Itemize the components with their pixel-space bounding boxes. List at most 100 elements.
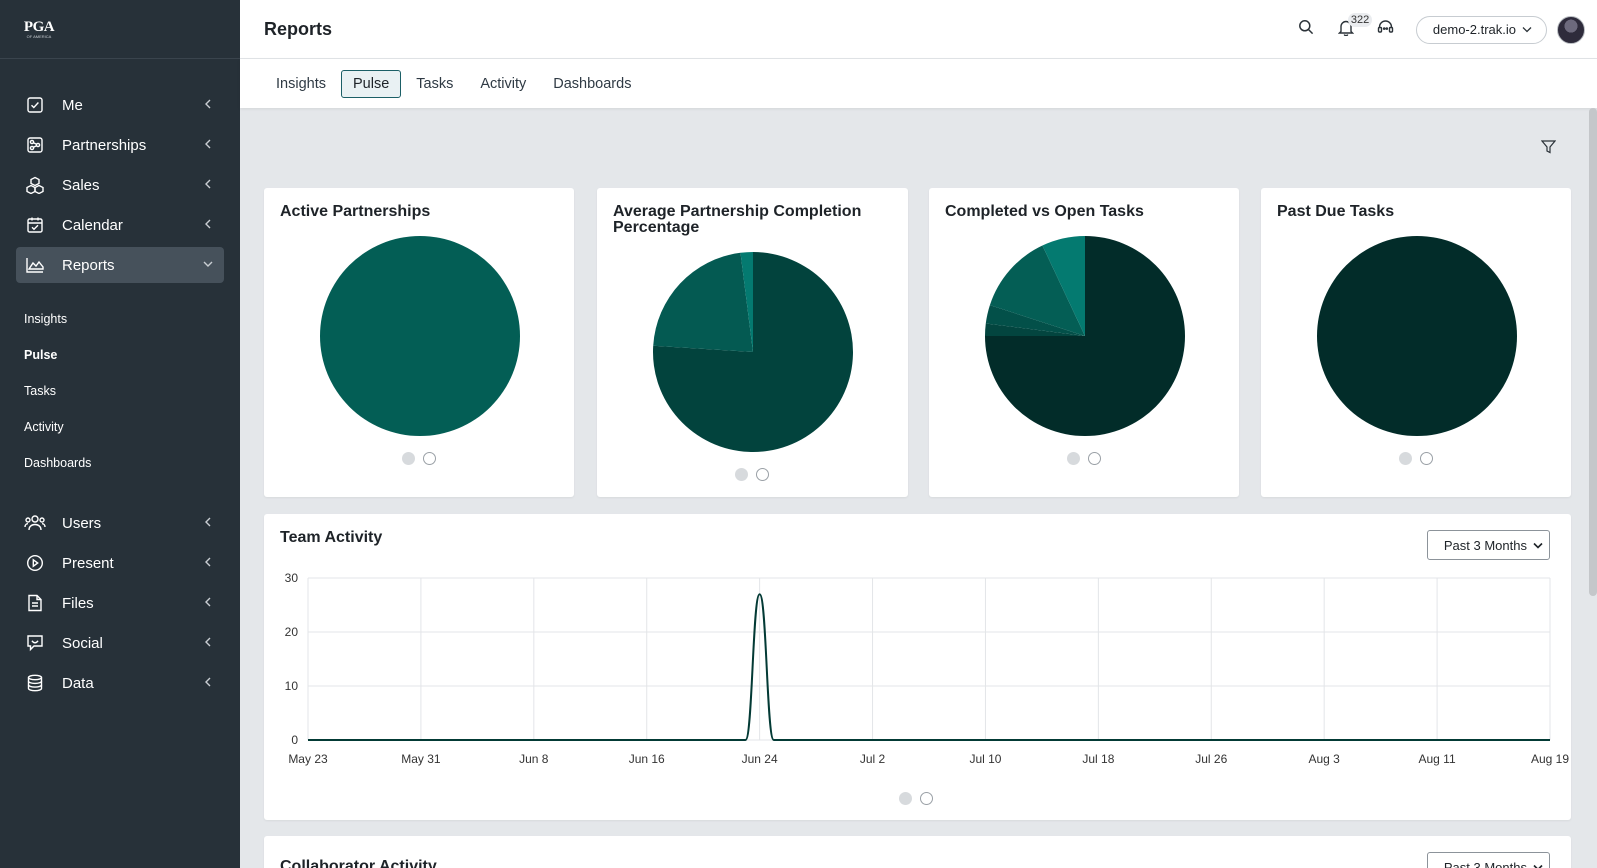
users-icon (24, 512, 46, 534)
team-activity-line-chart[interactable]: 0 10 20 30 May 23 May 31 Jun 8 Jun 16 Jun 24 Jul … (264, 564, 1571, 824)
y-tick-label: 0 (291, 733, 298, 747)
pie-slice[interactable] (1042, 236, 1085, 336)
carousel-dots (735, 468, 769, 481)
x-tick-label: Jul 18 (1082, 752, 1114, 766)
x-tick-label: Jul 10 (969, 752, 1001, 766)
card-completed-vs-open: Completed vs Open Tasks (929, 188, 1239, 497)
tab-pulse[interactable]: Pulse (340, 69, 402, 98)
boxes-icon (24, 174, 46, 196)
carousel-dot-1[interactable] (899, 792, 912, 805)
y-tick-label: 20 (285, 625, 299, 639)
x-tick-label: Aug 3 (1309, 752, 1341, 766)
tab-dashboards[interactable]: Dashboards (553, 75, 632, 92)
page-scrollbar[interactable] (1589, 108, 1597, 596)
sidebar-item-data[interactable]: Data (16, 665, 224, 701)
carousel-dot-1[interactable] (1067, 452, 1080, 465)
headset-icon (1377, 19, 1394, 40)
play-circle-icon (24, 552, 46, 574)
past-due-pie[interactable] (1316, 235, 1518, 437)
active-partnerships-pie[interactable] (319, 235, 521, 437)
subnav-insights[interactable]: Insights (24, 312, 68, 326)
tab-activity[interactable]: Activity (480, 75, 527, 92)
subnav-dashboards[interactable]: Dashboards (24, 456, 92, 470)
y-tick-label: 30 (285, 571, 299, 585)
notification-count-badge: 322 (1347, 12, 1373, 27)
carousel-dot-1[interactable] (1399, 452, 1412, 465)
tab-tasks[interactable]: Tasks (416, 75, 454, 92)
pie-slice[interactable] (989, 245, 1085, 336)
pie-slice[interactable] (985, 323, 1085, 336)
domain-label: demo-2.trak.io (1432, 22, 1516, 37)
pie-slice[interactable] (985, 305, 1085, 336)
completed-vs-open-pie[interactable] (984, 235, 1186, 437)
x-tick-label: Jun 24 (742, 752, 778, 766)
sidebar-item-sales[interactable]: Sales (16, 167, 224, 203)
x-tick-label: Jul 26 (1195, 752, 1227, 766)
pie-slice[interactable] (1317, 236, 1517, 436)
subnav-pulse[interactable]: Pulse (24, 348, 58, 362)
subnav-tasks[interactable]: Tasks (24, 384, 56, 398)
filter-icon (1540, 139, 1556, 159)
chevron-left-icon (202, 516, 214, 528)
sidebar-item-calendar[interactable]: Calendar (16, 207, 224, 243)
x-tick-label: Jun 16 (629, 752, 665, 766)
card-title: Collaborator Activity (280, 858, 437, 868)
subnav-activity[interactable]: Activity (24, 420, 64, 434)
avg-completion-pie[interactable] (652, 251, 854, 453)
tab-insights[interactable]: Insights (276, 75, 326, 92)
support-button[interactable] (1366, 10, 1406, 50)
y-tick-label: 10 (285, 679, 299, 693)
team-activity-range-select[interactable]: Past 3 Months (1426, 530, 1550, 560)
carousel-dot-1[interactable] (402, 452, 415, 465)
notifications-button[interactable]: 322 (1326, 10, 1373, 50)
logo-area: PGA OF AMERICA (0, 0, 240, 59)
pie-slice[interactable] (740, 252, 753, 352)
top-actions: 322 demo-2.trak.io (1286, 0, 1597, 59)
x-tick-label: Aug 11 (1419, 752, 1456, 766)
carousel-dot-1[interactable] (735, 468, 748, 481)
collaborator-range-select[interactable]: Past 3 Months (1426, 852, 1550, 868)
chevron-down-icon (202, 258, 214, 270)
pie-slice[interactable] (653, 252, 753, 352)
sidebar-item-label: Calendar (62, 216, 123, 234)
sidebar-item-label: Reports (62, 256, 115, 274)
sidebar-item-label: Me (62, 96, 83, 114)
carousel-dot-2[interactable] (756, 468, 769, 481)
sidebar-item-files[interactable]: Files (16, 585, 224, 621)
sidebar-item-partnerships[interactable]: Partnerships (16, 127, 224, 163)
series-line[interactable] (307, 593, 1550, 741)
sidebar-item-label: Sales (62, 176, 100, 194)
logo-sub: OF AMERICA (26, 33, 52, 39)
carousel-dot-2[interactable] (423, 452, 436, 465)
sidebar-item-reports[interactable]: Reports (16, 247, 224, 283)
sidebar-item-label: Social (62, 634, 103, 652)
sidebar-item-users[interactable]: Users (16, 505, 224, 541)
carousel-dot-2[interactable] (1420, 452, 1433, 465)
card-title: Average Partnership Completion Percentag… (613, 203, 862, 236)
domain-switcher[interactable]: demo-2.trak.io (1415, 15, 1547, 44)
user-avatar[interactable] (1557, 15, 1585, 44)
sidebar-item-me[interactable]: Me (16, 87, 224, 123)
pie-slice[interactable] (320, 236, 520, 436)
card-past-due-tasks: Past Due Tasks (1261, 188, 1571, 497)
chat-icon (24, 632, 46, 654)
carousel-dot-2[interactable] (920, 792, 933, 805)
carousel-dots (1399, 452, 1433, 465)
sidebar-item-present[interactable]: Present (16, 545, 224, 581)
sidebar-nav: Me Partnerships Sales Calendar (0, 59, 240, 283)
filter-button[interactable] (1538, 139, 1558, 159)
search-button[interactable] (1286, 10, 1326, 50)
x-tick-label: May 23 (288, 752, 328, 766)
chevron-left-icon (202, 596, 214, 608)
chevron-left-icon (202, 556, 214, 568)
chevron-left-icon (202, 178, 214, 190)
carousel-dot-2[interactable] (1088, 452, 1101, 465)
chevron-left-icon (202, 676, 214, 688)
chevron-down-icon (1522, 26, 1532, 33)
chevron-left-icon (202, 138, 214, 150)
chevron-left-icon (202, 636, 214, 648)
chart-area-icon (24, 254, 46, 276)
sidebar-item-social[interactable]: Social (16, 625, 224, 661)
carousel-dots (402, 452, 436, 465)
pga-logo[interactable]: PGA OF AMERICA (22, 13, 56, 45)
